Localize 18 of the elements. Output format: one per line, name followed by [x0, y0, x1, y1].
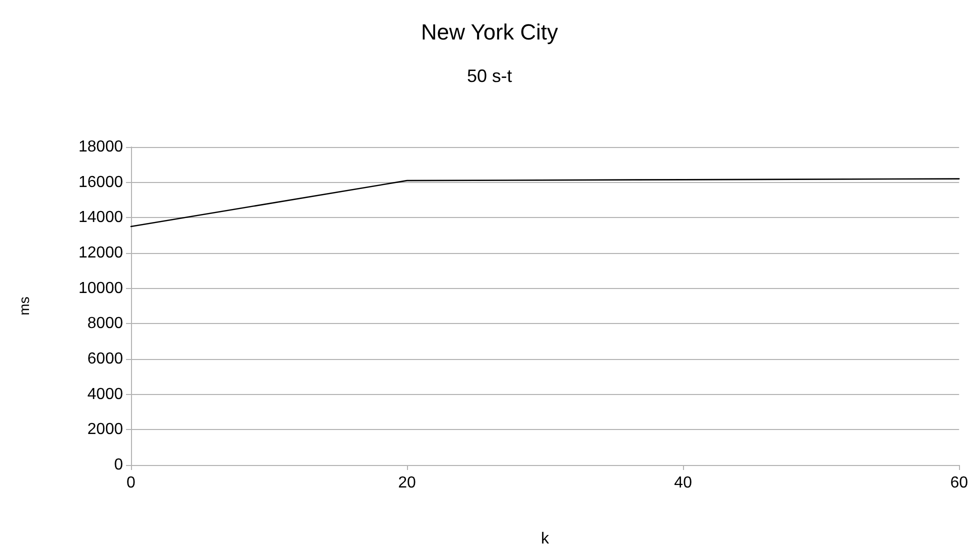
y-tick-label: 4000 — [87, 386, 124, 403]
y-tick-label: 14000 — [78, 209, 124, 226]
x-axis-title: k — [541, 530, 550, 548]
y-tick-label: 18000 — [78, 138, 124, 156]
y-tick-label: 2000 — [87, 421, 124, 438]
y-tick-label: 8000 — [87, 315, 124, 332]
x-tick-label: 0 — [126, 474, 136, 492]
y-tick-label: 16000 — [78, 174, 124, 191]
x-tick-label: 60 — [950, 474, 968, 492]
chart-title: New York City — [421, 20, 558, 44]
x-tick-label: 40 — [674, 474, 692, 492]
y-tick-label: 6000 — [87, 350, 124, 368]
y-tick-label: 12000 — [78, 244, 124, 262]
x-tick-label: 20 — [398, 474, 416, 492]
chart-subtitle: 50 s-t — [466, 66, 512, 86]
y-axis-title: ms — [16, 296, 32, 316]
y-tick-label: 10000 — [78, 280, 124, 297]
y-tick-label: 0 — [114, 456, 124, 474]
